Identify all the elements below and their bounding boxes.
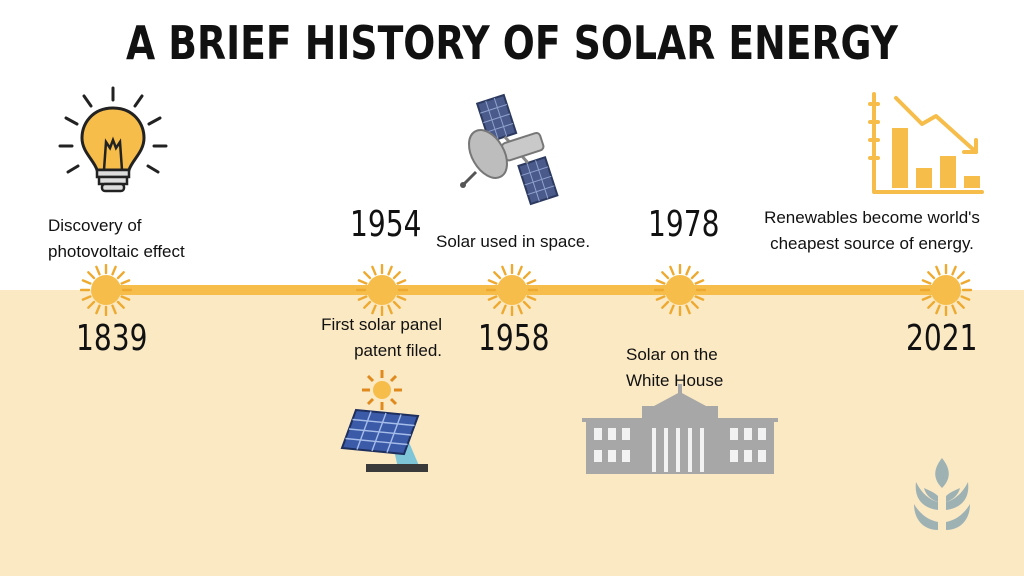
sun-icon (485, 263, 539, 317)
timeline-marker-1839 (79, 263, 133, 317)
event-description-2021: Renewables become world's cheapest sourc… (758, 205, 986, 257)
year-label-1978: 1978 (648, 204, 720, 245)
description-line: cheapest source of energy. (770, 234, 974, 253)
lightbulb-icon (58, 86, 168, 193)
year-label-1839: 1839 (76, 318, 148, 359)
declining-bar-chart-icon (868, 92, 984, 194)
leaf-logo-icon (914, 458, 970, 530)
event-description-1978: Solar on the White House (626, 342, 723, 394)
sun-icon (653, 263, 707, 317)
lower-background (0, 290, 1024, 576)
solar-panel-icon (340, 370, 428, 472)
event-description-1839: Discovery of photovoltaic effect (48, 213, 185, 265)
year-label-2021: 2021 (906, 318, 978, 359)
sun-icon (919, 263, 973, 317)
event-description-1958: Solar used in space. (436, 229, 590, 255)
description-line: White House (626, 371, 724, 390)
timeline-marker-2021 (919, 263, 973, 317)
description-line: First solar panel (321, 315, 442, 334)
description-line: Solar used in space. (436, 232, 591, 251)
year-label-1954: 1954 (350, 204, 422, 245)
sun-icon (355, 263, 409, 317)
white-house-icon (582, 384, 778, 474)
timeline-marker-1978 (653, 263, 707, 317)
satellite-icon (460, 93, 559, 206)
year-label-1958: 1958 (478, 318, 550, 359)
timeline-marker-1954 (355, 263, 409, 317)
page-title: A BRIEF HISTORY OF SOLAR ENERGY (125, 16, 899, 70)
description-line: photovoltaic effect (48, 242, 185, 261)
description-line: Solar on the (626, 345, 718, 364)
description-line: patent filed. (354, 341, 442, 360)
event-description-1954: First solar panel patent filed. (292, 312, 442, 364)
timeline-marker-1958 (485, 263, 539, 317)
description-line: Renewables become world's (764, 208, 980, 227)
sun-icon (79, 263, 133, 317)
description-line: Discovery of (48, 216, 142, 235)
